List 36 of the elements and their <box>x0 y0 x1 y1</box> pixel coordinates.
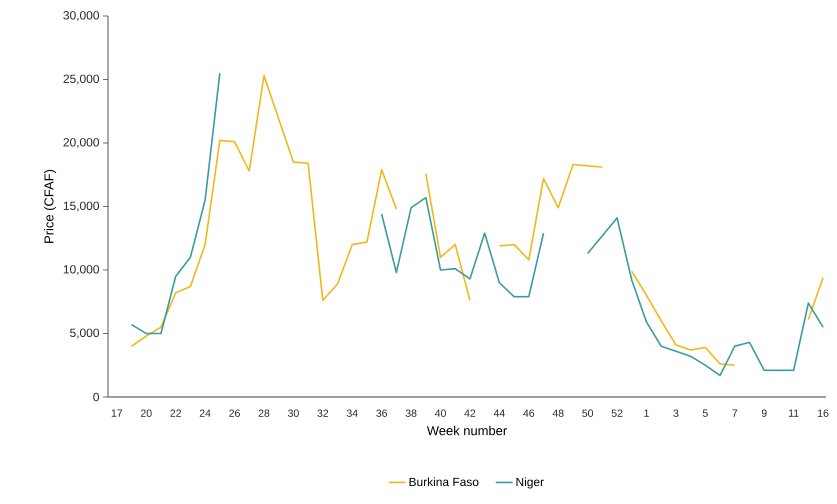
y-tick-label: 0 <box>93 392 100 402</box>
x-tick-label: 3 <box>673 410 678 417</box>
x-tick-label: 22 <box>170 410 181 417</box>
x-tick-label: 40 <box>434 410 446 417</box>
legend-label: Burkina Faso <box>410 477 478 486</box>
x-tick-label: 24 <box>200 410 211 417</box>
x-tick-label: 1 <box>644 410 649 417</box>
x-tick-label: 28 <box>258 410 270 417</box>
y-tick-label: 5,000 <box>70 328 100 338</box>
x-tick-label: 44 <box>494 410 505 417</box>
x-tick-label: 16 <box>818 410 828 417</box>
legend-label: Niger <box>516 477 544 489</box>
x-tick-label: 9 <box>762 410 767 417</box>
x-tick-label: 38 <box>406 410 416 417</box>
x-tick-label: 34 <box>346 410 358 417</box>
x-tick-label: 11 <box>789 410 799 417</box>
y-tick-label: 10,000 <box>64 265 100 275</box>
x-tick-label: 52 <box>612 410 622 417</box>
x-tick-label: 50 <box>582 410 594 417</box>
x-tick-label: 26 <box>229 410 240 417</box>
x-tick-label: 7 <box>732 410 738 417</box>
x-tick-label: 17 <box>112 410 122 417</box>
x-tick-label: 32 <box>317 410 328 417</box>
x-tick-label: 36 <box>376 410 388 417</box>
x-tick-label: 42 <box>464 410 476 417</box>
y-tick-label: 20,000 <box>64 138 100 148</box>
y-tick-label: 15,000 <box>64 202 100 212</box>
x-tick-label: 30 <box>288 410 299 417</box>
y-axis-title: Price (CFAF) <box>44 170 56 243</box>
y-tick-label: 30,000 <box>63 11 100 21</box>
y-tick-label: 25,000 <box>64 74 100 84</box>
x-tick-label: 5 <box>702 410 708 417</box>
x-axis-title: Week number <box>426 426 507 436</box>
x-tick-label: 48 <box>552 410 564 417</box>
x-tick-label: 46 <box>523 410 534 417</box>
x-tick-label: 20 <box>140 410 152 417</box>
